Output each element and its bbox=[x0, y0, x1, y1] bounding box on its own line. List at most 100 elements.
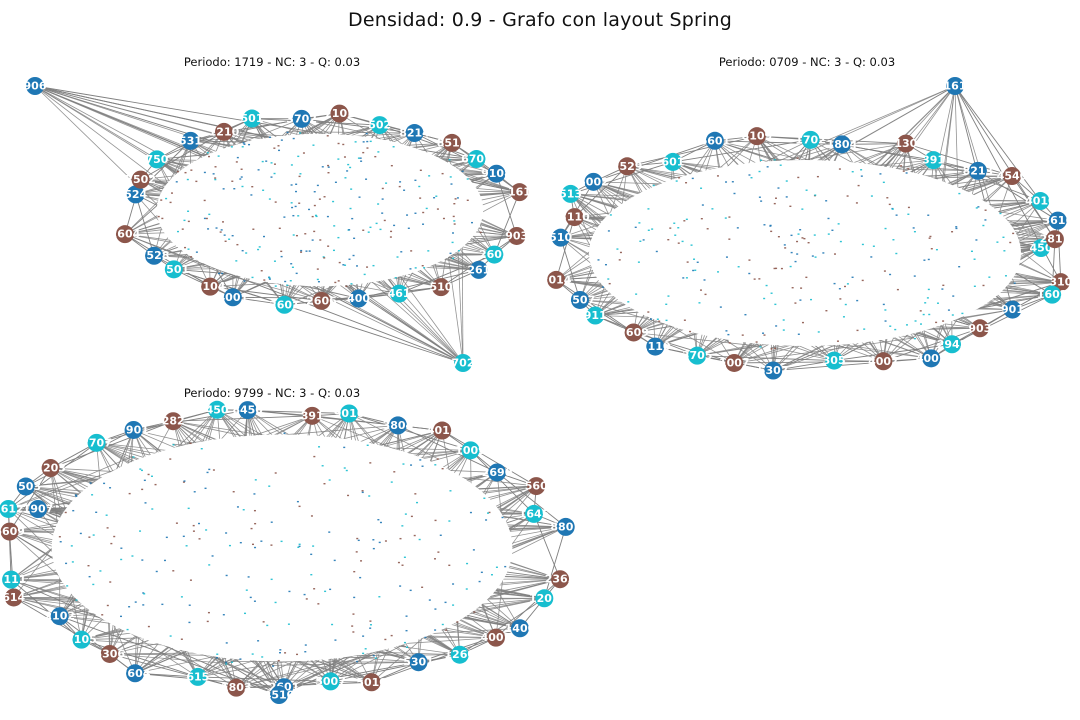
inner-node-fragment bbox=[263, 235, 266, 238]
inner-node-fragment bbox=[231, 180, 234, 182]
inner-node-fragment bbox=[95, 511, 98, 513]
inner-node-fragment bbox=[364, 648, 367, 650]
graph-node-circle bbox=[388, 416, 407, 435]
graph-node-label: 2942 bbox=[937, 338, 968, 351]
inner-node-fragment bbox=[313, 230, 316, 233]
inner-node-fragment bbox=[161, 603, 164, 606]
inner-node-fragment bbox=[601, 286, 604, 288]
inner-node-fragment bbox=[337, 280, 340, 282]
inner-node-fragment bbox=[323, 196, 326, 198]
inner-node-fragment bbox=[399, 585, 402, 587]
graph-node-label: 4007 bbox=[481, 631, 512, 644]
inner-node-fragment bbox=[856, 329, 859, 332]
inner-node-fragment bbox=[955, 226, 958, 228]
inner-node-fragment bbox=[725, 181, 728, 183]
graph-node-circle bbox=[527, 477, 546, 496]
inner-node-fragment bbox=[814, 256, 817, 258]
inner-node-fragment bbox=[696, 261, 699, 263]
inner-node-fragment bbox=[295, 190, 298, 193]
inner-node-fragment bbox=[299, 173, 302, 175]
inner-node-fragment bbox=[354, 141, 357, 143]
inner-node-fragment bbox=[927, 258, 930, 261]
graph-edge bbox=[414, 132, 497, 175]
graph-node-label: 2104 bbox=[195, 280, 226, 293]
graph-node: 5301 bbox=[403, 653, 434, 672]
graph-node: 601 bbox=[661, 152, 684, 171]
graph-edge bbox=[286, 131, 415, 134]
graph-node-label: 524 bbox=[124, 188, 147, 201]
graph-node-label: 2604 bbox=[120, 667, 151, 680]
inner-node-fragment bbox=[448, 159, 451, 161]
graph-node: 6702 bbox=[461, 150, 492, 169]
graph-node: 2528 bbox=[139, 246, 169, 265]
inner-node-fragment bbox=[268, 136, 271, 139]
inner-node-fragment bbox=[423, 267, 426, 269]
inner-node-fragment bbox=[744, 313, 747, 316]
inner-node-fragment bbox=[352, 631, 355, 633]
inner-node-fragment bbox=[439, 534, 442, 536]
inner-node-fragment bbox=[261, 160, 264, 163]
inner-node-fragment bbox=[758, 196, 761, 198]
inner-node-fragment bbox=[678, 177, 681, 179]
inner-node-fragment bbox=[188, 621, 191, 624]
graph-node-circle bbox=[547, 270, 566, 289]
inner-node-fragment bbox=[461, 170, 464, 173]
inner-node-fragment bbox=[457, 250, 460, 252]
inner-node-fragment bbox=[243, 280, 246, 282]
inner-node-fragment bbox=[683, 319, 686, 321]
graph-node: 3702 bbox=[286, 109, 317, 128]
graph-edge bbox=[495, 173, 518, 237]
inner-node-fragment bbox=[290, 202, 293, 204]
graph-node-label: 702 bbox=[452, 357, 475, 370]
inner-node-fragment bbox=[667, 295, 670, 297]
inner-node-fragment bbox=[106, 604, 109, 607]
inner-node-fragment bbox=[844, 303, 847, 306]
graph-node-label: 282 bbox=[162, 415, 185, 428]
inner-node-fragment bbox=[366, 147, 369, 149]
inner-node-fragment bbox=[71, 561, 74, 563]
inner-node-fragment bbox=[120, 547, 123, 549]
graph-node: 161 bbox=[508, 183, 531, 202]
inner-node-fragment bbox=[334, 181, 337, 183]
graph-node-label: 1645 bbox=[519, 507, 550, 520]
graph-node-circle bbox=[801, 130, 820, 149]
graph-node-circle bbox=[924, 151, 943, 170]
inner-node-fragment bbox=[924, 302, 927, 304]
inner-node-fragment bbox=[398, 185, 401, 188]
inner-node-fragment bbox=[305, 598, 308, 600]
graph-node: 1804 bbox=[827, 135, 858, 154]
graph-edge bbox=[236, 654, 373, 689]
graph-node-circle bbox=[510, 619, 529, 638]
inner-node-fragment bbox=[406, 214, 409, 216]
inner-node-fragment bbox=[342, 143, 345, 146]
inner-node-fragment bbox=[298, 543, 301, 545]
inner-node-fragment bbox=[189, 579, 192, 581]
inner-node-fragment bbox=[176, 230, 179, 233]
graph-edge bbox=[135, 672, 198, 678]
inner-node-fragment bbox=[343, 446, 346, 449]
inner-node-fragment bbox=[198, 522, 201, 525]
graph-node-label: 9108 bbox=[481, 167, 512, 180]
inner-node-fragment bbox=[172, 444, 175, 446]
inner-node-fragment bbox=[277, 659, 280, 662]
graph-node-circle bbox=[705, 131, 724, 150]
graph-node-circle bbox=[825, 351, 844, 370]
inner-node-fragment bbox=[399, 537, 402, 540]
inner-node-fragment bbox=[377, 519, 380, 521]
inner-node-fragment bbox=[151, 508, 154, 510]
inner-node-fragment bbox=[355, 551, 358, 553]
graph-node-label: 906 bbox=[24, 80, 47, 93]
inner-node-fragment bbox=[381, 198, 384, 200]
inner-node-fragment bbox=[157, 215, 160, 218]
inner-node-fragment bbox=[892, 239, 895, 241]
graph-node-circle bbox=[896, 134, 915, 153]
inner-node-fragment bbox=[215, 657, 218, 659]
graph-node-circle bbox=[72, 630, 91, 649]
graph-node-circle bbox=[450, 645, 469, 664]
graph-node-circle bbox=[433, 421, 452, 440]
inner-node-fragment bbox=[91, 494, 94, 496]
inner-node-fragment bbox=[216, 653, 219, 655]
graph-node-circle bbox=[507, 226, 526, 245]
inner-node-fragment bbox=[770, 230, 773, 233]
inner-node-fragment bbox=[187, 507, 190, 510]
